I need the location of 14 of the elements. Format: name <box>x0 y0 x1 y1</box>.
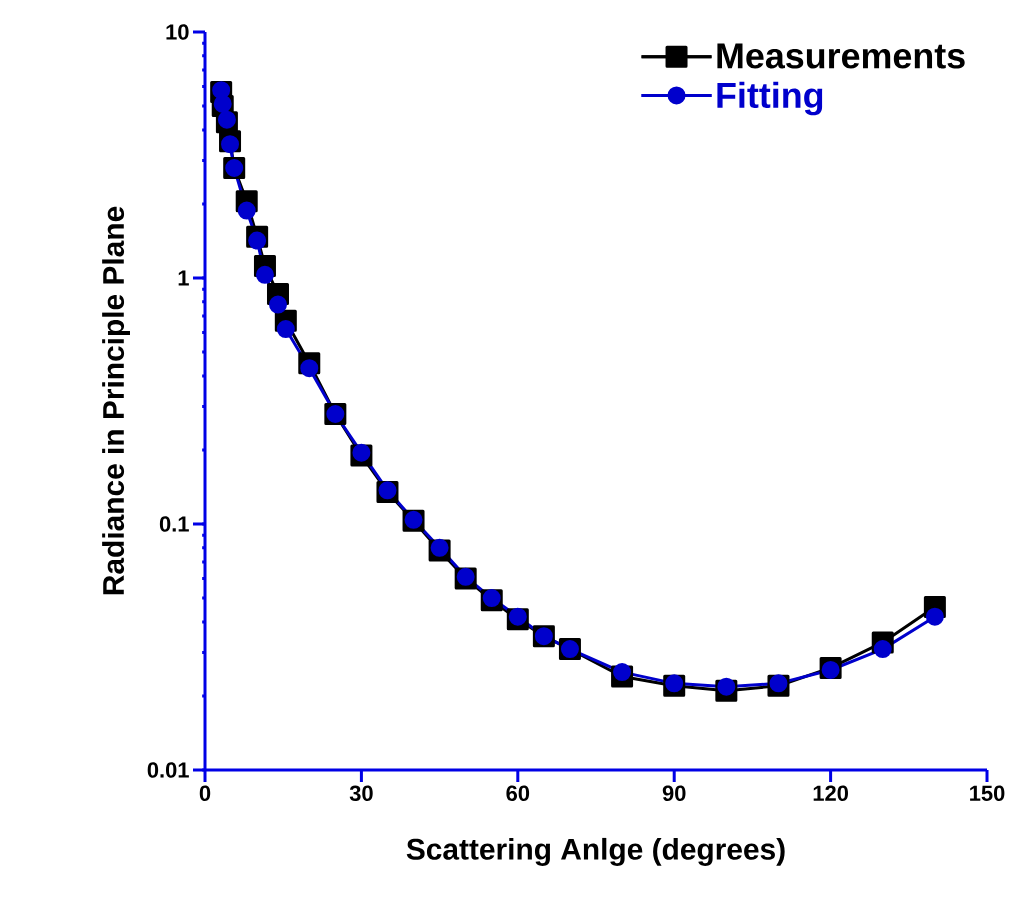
x-tick-label: 150 <box>970 785 1005 802</box>
y-tick-label: 10 <box>166 24 189 40</box>
y-tick-label: 0.01 <box>147 762 189 778</box>
x-tick-label: 120 <box>813 785 848 802</box>
y-tick-label: 1 <box>178 270 189 286</box>
y-tick-label: 0.1 <box>159 516 189 532</box>
x-tick-label: 30 <box>349 785 373 802</box>
legend-label: Fitting <box>717 81 823 116</box>
legend-label: Measurements <box>717 43 965 69</box>
x-axis-title: Scattering Anlge (degrees) <box>406 837 785 866</box>
x-tick-label: 60 <box>506 785 530 802</box>
x-tick-label: 90 <box>662 785 686 802</box>
x-tick-label: 0 <box>199 785 211 802</box>
y-axis-title: Radiance in Principle Plane <box>102 206 130 595</box>
